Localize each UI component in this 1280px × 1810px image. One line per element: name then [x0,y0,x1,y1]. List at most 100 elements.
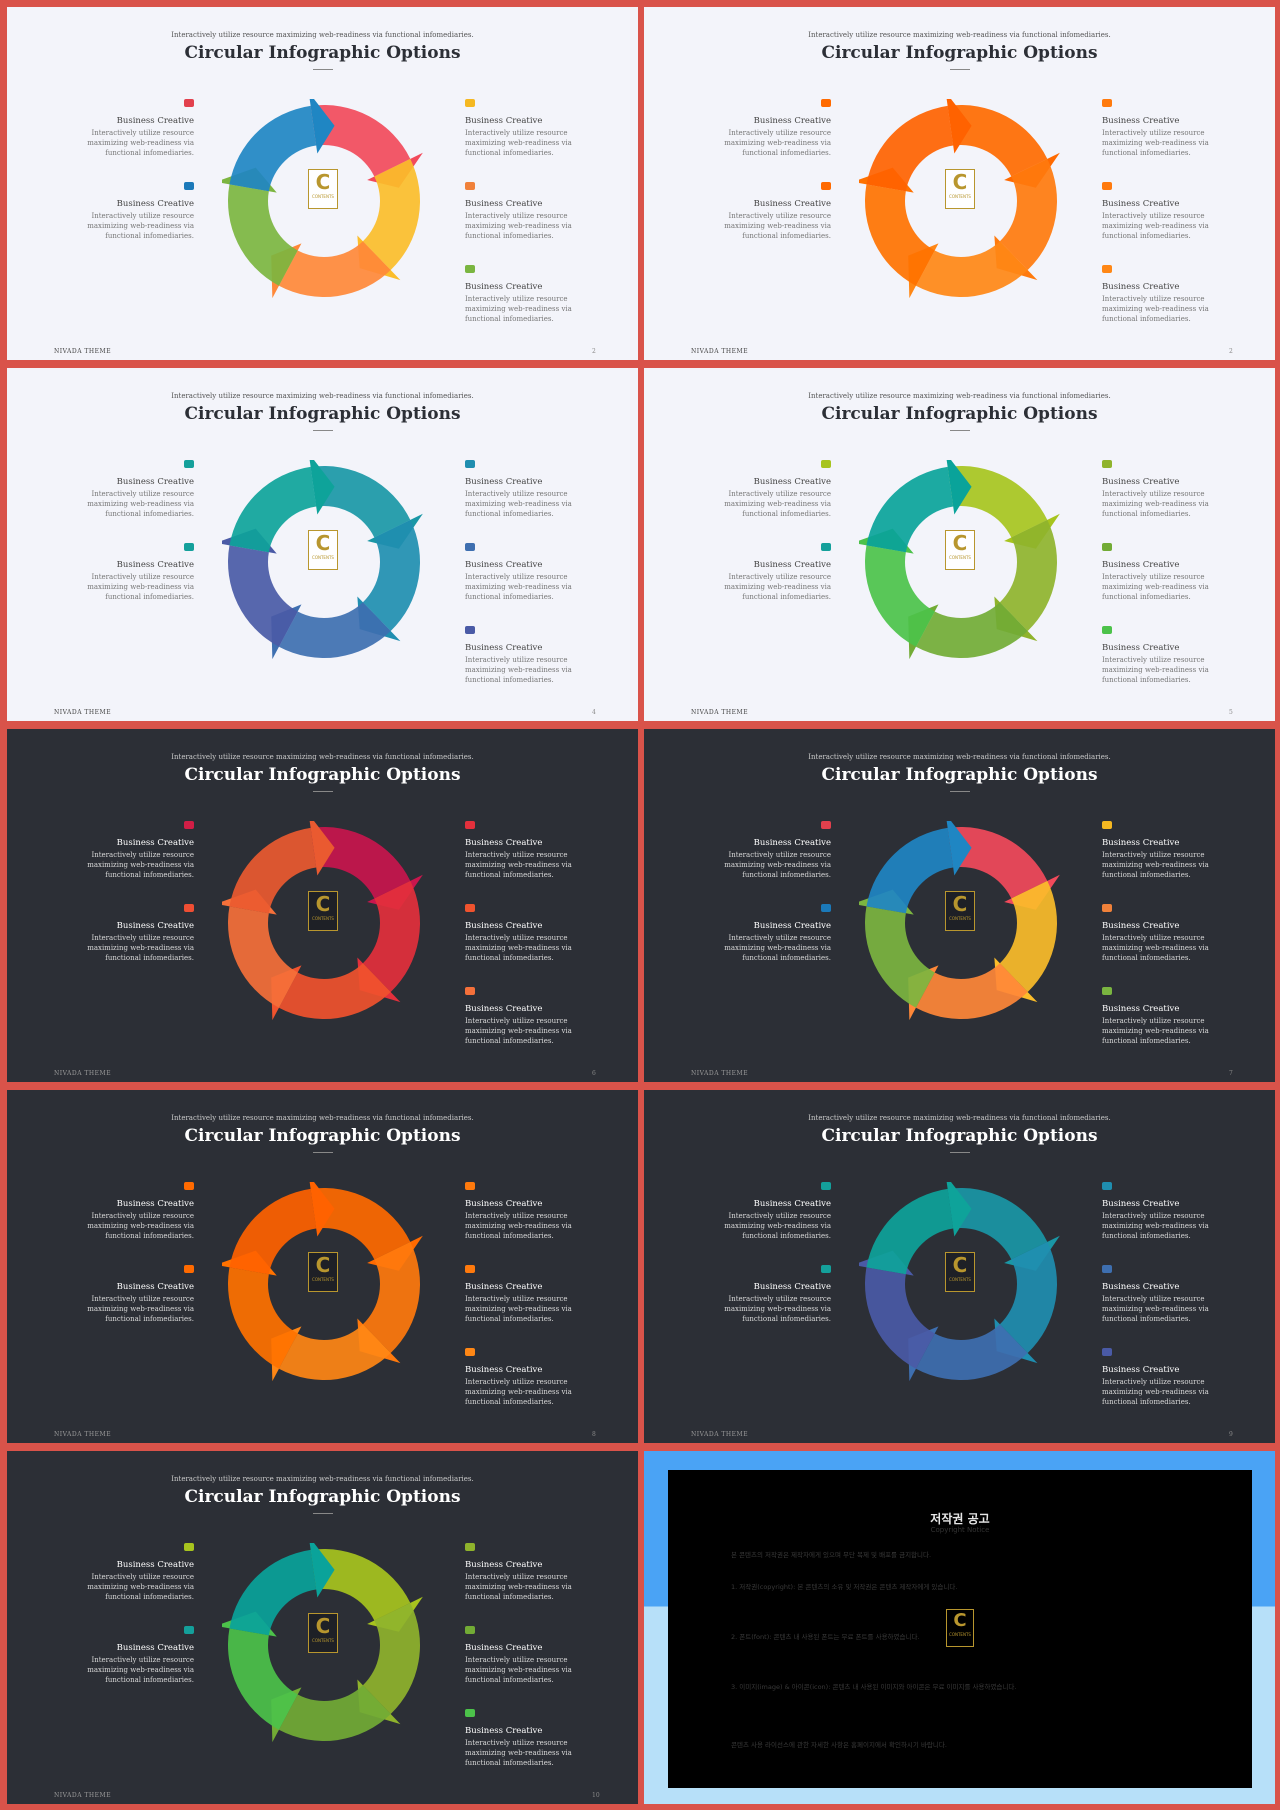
item-heading: Business Creative [1102,560,1180,570]
copyright-slide: 저작권 공고 Copyright Notice 본 콘텐츠의 저작권은 제작자에… [644,1451,1275,1804]
title-underline [950,69,970,70]
circular-infographic [222,1182,423,1382]
info-item: Business Creative Interactively utilize r… [465,1543,595,1602]
footer-brand: NIVADA THEME [691,709,749,716]
folder-icon [465,626,475,634]
item-description: Interactively utilize resource maximizin… [87,129,194,157]
circular-infographic [222,99,423,299]
logo-letter: C [315,531,331,555]
item-heading: Business Creative [1102,116,1180,126]
circular-infographic [222,1543,423,1743]
item-heading: Business Creative [116,1282,194,1292]
ring-segment [866,105,954,192]
info-item: Business Creative Interactively utilize r… [1102,904,1232,963]
item-description: Interactively utilize resource maximizin… [465,1739,572,1767]
info-item: Business Creative Interactively utilize r… [465,1265,595,1324]
footer-brand: NIVADA THEME [54,709,112,716]
mail-icon [821,821,831,829]
mail-icon [821,1182,831,1190]
camera-icon [465,99,475,107]
page-number: 6 [592,1070,596,1077]
ring-segment [229,1549,317,1636]
item-heading: Business Creative [465,477,543,487]
item-description: Interactively utilize resource maximizin… [724,490,831,518]
contents-logo: C CONTENTS [945,169,975,209]
camera-icon [465,460,475,468]
item-heading: Business Creative [1102,1365,1180,1375]
info-item: Business Creative Interactively utilize r… [1102,1348,1232,1407]
item-heading: Business Creative [753,838,831,848]
ring-segment [278,963,391,1019]
page-number: 2 [592,348,596,355]
slide-subtitle: Interactively utilize resource maximizin… [171,31,474,39]
ring-segment [362,1602,420,1715]
item-heading: Business Creative [1102,838,1180,848]
circular-infographic [222,821,423,1021]
circular-infographic [859,821,1060,1021]
logo-letter: C [315,892,331,916]
item-heading: Business Creative [116,921,194,931]
item-heading: Business Creative [116,116,194,126]
mail-icon [184,1182,194,1190]
item-description: Interactively utilize resource maximizin… [1102,1378,1209,1406]
page-number: 4 [592,709,596,716]
info-item: Business Creative Interactively utilize r… [64,821,194,880]
slide-subtitle: Interactively utilize resource maximizin… [808,31,1111,39]
ring-segment [310,827,411,899]
info-item: Business Creative Interactively utilize r… [64,99,194,158]
item-heading: Business Creative [1102,1282,1180,1292]
contents-logo: C CONTENTS [945,891,975,931]
folder-icon [465,1348,475,1356]
item-heading: Business Creative [1102,1004,1180,1014]
ring-segment [865,545,935,647]
ring-segment [229,466,317,553]
item-description: Interactively utilize resource maximizin… [1102,295,1209,323]
item-description: Interactively utilize resource maximizin… [465,212,572,240]
contents-logo: C CONTENTS [308,530,338,570]
contents-logo: C CONTENTS [308,1613,338,1653]
ring-segment [229,1188,317,1275]
ring-segment [278,1685,391,1741]
copyright-paragraph: 본 콘텐츠의 저작권은 제작자에게 있으며 무단 복제 및 배포를 금지합니다. [731,1551,932,1559]
slide-subtitle: Interactively utilize resource maximizin… [171,1475,474,1483]
info-item: Business Creative Interactively utilize r… [465,182,595,241]
page-number: 5 [1229,709,1233,716]
card-icon [465,182,475,190]
footer-brand: NIVADA THEME [54,1792,112,1799]
info-item: Business Creative Interactively utilize r… [64,1543,194,1602]
info-item: Business Creative Interactively utilize r… [1102,265,1232,324]
ring-segment [228,184,298,286]
ring-segment [229,827,317,914]
info-item: Business Creative Interactively utilize r… [701,904,831,963]
mail-icon [821,460,831,468]
info-item: Business Creative Interactively utilize r… [1102,460,1232,519]
info-item: Business Creative Interactively utilize r… [1102,821,1232,880]
ring-arrow-head [946,821,972,876]
copyright-title: 저작권 공고 [930,1512,990,1526]
card-icon [465,1626,475,1634]
logo-letter: C [952,892,968,916]
briefcase-icon [821,182,831,190]
item-heading: Business Creative [1102,1199,1180,1209]
info-item: Business Creative Interactively utilize r… [701,1265,831,1324]
ring-arrow-head [946,460,972,515]
item-description: Interactively utilize resource maximizin… [87,1295,194,1323]
info-item: Business Creative Interactively utilize r… [701,460,831,519]
item-heading: Business Creative [116,838,194,848]
item-description: Interactively utilize resource maximizin… [724,934,831,962]
item-description: Interactively utilize resource maximizin… [724,851,831,879]
item-heading: Business Creative [465,1365,543,1375]
ring-segment [947,105,1048,177]
circular-infographic [222,460,423,660]
footer-brand: NIVADA THEME [54,1431,112,1438]
info-item: Business Creative Interactively utilize r… [465,987,595,1046]
info-item: Business Creative Interactively utilize r… [465,1709,595,1768]
logo-word: CONTENTS [312,1277,334,1282]
item-description: Interactively utilize resource maximizin… [87,490,194,518]
item-heading: Business Creative [465,116,543,126]
info-item: Business Creative Interactively utilize r… [64,1182,194,1241]
logo-word: CONTENTS [312,555,334,560]
logo-word: CONTENTS [949,555,971,560]
ring-arrow-head [946,1182,972,1237]
item-heading: Business Creative [116,477,194,487]
